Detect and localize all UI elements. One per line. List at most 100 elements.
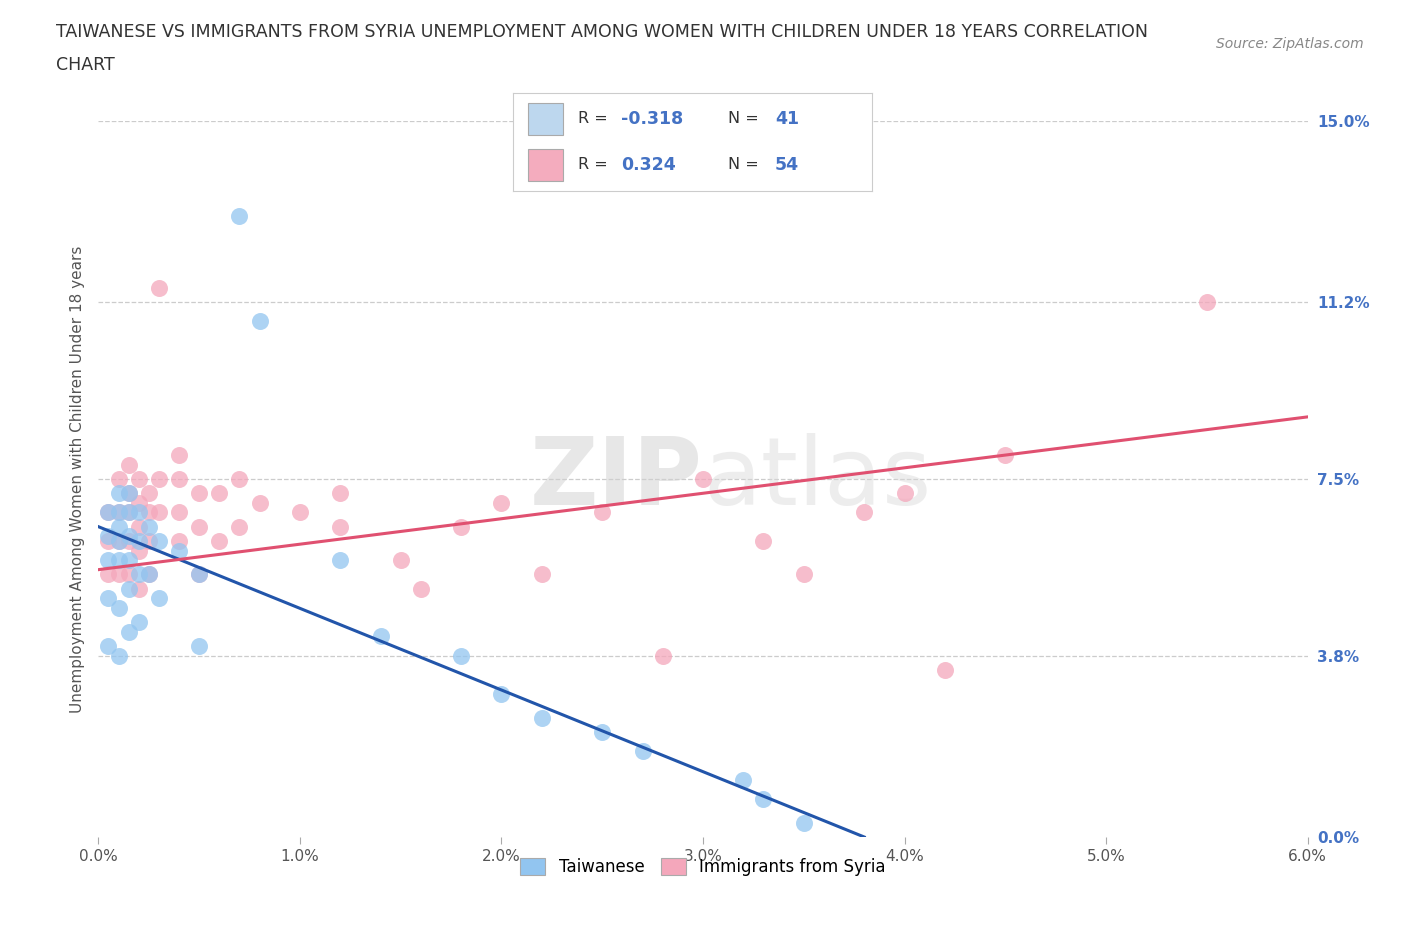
Point [249,314,271,329]
Point [97,529,120,544]
Point [651,648,673,663]
Point [288,505,311,520]
Point [128,581,150,596]
Point [591,505,613,520]
Point [167,447,190,462]
Point [370,629,392,644]
Point [118,485,141,500]
Text: Source: ZipAtlas.com: Source: ZipAtlas.com [1216,37,1364,51]
Point [128,496,150,511]
Point [329,485,352,500]
Text: ZIP: ZIP [530,433,703,525]
Point [148,591,170,605]
Point [450,519,472,534]
Text: 54: 54 [775,155,799,174]
Point [148,505,170,520]
Point [631,744,654,759]
Text: N =: N = [728,112,765,126]
Point [118,505,141,520]
Text: N =: N = [728,157,765,172]
Text: CHART: CHART [56,56,115,73]
Point [188,485,211,500]
Point [793,567,815,582]
Point [107,567,129,582]
Point [167,472,190,486]
Point [188,567,211,582]
Point [228,519,250,534]
Point [793,816,815,830]
Point [107,485,129,500]
Point [530,711,553,725]
Point [228,209,250,224]
Point [167,543,190,558]
Point [188,567,211,582]
Point [329,552,352,567]
Point [692,472,714,486]
Point [167,505,190,520]
Point [228,472,250,486]
Text: R =: R = [578,112,613,126]
Point [138,519,160,534]
Point [128,534,150,549]
Text: TAIWANESE VS IMMIGRANTS FROM SYRIA UNEMPLOYMENT AMONG WOMEN WITH CHILDREN UNDER : TAIWANESE VS IMMIGRANTS FROM SYRIA UNEMP… [56,23,1149,41]
Point [107,472,129,486]
Point [97,591,120,605]
Point [188,519,211,534]
Text: -0.318: -0.318 [621,110,683,128]
Point [97,552,120,567]
Bar [527,103,564,135]
Point [208,534,231,549]
Text: 41: 41 [775,110,799,128]
Point [752,791,775,806]
Point [994,447,1017,462]
Point [97,505,120,520]
Point [409,581,432,596]
Point [128,567,150,582]
Point [148,472,170,486]
Point [118,567,141,582]
Point [138,534,160,549]
Point [97,534,120,549]
Point [208,485,231,500]
Text: R =: R = [578,157,613,172]
Point [128,472,150,486]
Point [853,505,876,520]
Point [118,458,141,472]
Point [107,505,129,520]
Point [249,496,271,511]
Point [107,505,129,520]
Point [107,552,129,567]
Bar [527,149,564,180]
Point [450,648,472,663]
Point [97,505,120,520]
Point [118,505,141,520]
Point [118,529,141,544]
Point [1195,295,1218,310]
Point [148,281,170,296]
Point [107,519,129,534]
Point [107,601,129,616]
Point [138,505,160,520]
Point [118,534,141,549]
Point [733,772,755,787]
Point [530,567,553,582]
Point [107,648,129,663]
Point [138,567,160,582]
Point [97,639,120,654]
Point [491,686,513,701]
Point [389,552,412,567]
Point [128,615,150,630]
Point [128,505,150,520]
Point [188,639,211,654]
Point [138,567,160,582]
Point [934,662,956,677]
Point [167,534,190,549]
Text: atlas: atlas [703,433,931,525]
Text: 0.324: 0.324 [621,155,675,174]
Legend: Taiwanese, Immigrants from Syria: Taiwanese, Immigrants from Syria [513,851,893,883]
Point [128,519,150,534]
Point [107,534,129,549]
Point [491,496,513,511]
Point [128,543,150,558]
Point [118,485,141,500]
